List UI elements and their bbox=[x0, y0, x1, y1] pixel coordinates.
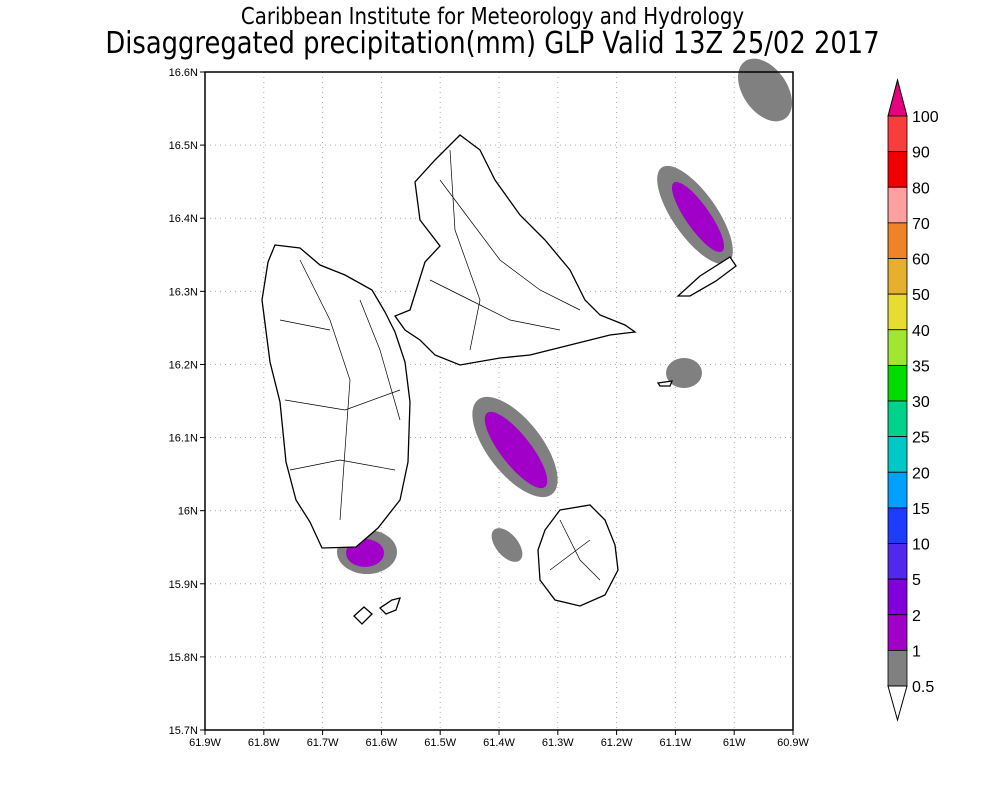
chart-title-line1: Caribbean Institute for Meteorology and … bbox=[240, 4, 745, 30]
colorbar-swatch bbox=[887, 293, 908, 331]
colorbar-label: 0.5 bbox=[912, 679, 934, 696]
colorbar-swatch bbox=[887, 400, 908, 438]
colorbar-label: 10 bbox=[912, 537, 930, 554]
colorbar-label: 20 bbox=[912, 465, 930, 482]
chart-title-line2: Disaggregated precipitation(mm) GLP Vali… bbox=[105, 26, 880, 61]
y-axis-ticks: 16.6N 16.5N 16.4N 16.3N 16.2N 16.1N 16N 15.9N 15… bbox=[169, 67, 205, 737]
precip-area-gray bbox=[666, 358, 702, 388]
basse-terre-island bbox=[261, 244, 411, 549]
precip-area-purple bbox=[671, 181, 725, 253]
les-saintes-island bbox=[378, 597, 401, 615]
y-tick-label: 15.9N bbox=[169, 579, 198, 591]
colorbar-label: 2 bbox=[912, 608, 921, 625]
precip-area-purple bbox=[484, 411, 548, 489]
colorbar-swatch bbox=[887, 364, 908, 402]
colorbar-under-triangle bbox=[887, 685, 908, 722]
colorbar-swatch bbox=[887, 115, 908, 153]
petite-terre-island bbox=[656, 380, 674, 387]
y-tick-label: 15.8N bbox=[169, 652, 198, 664]
colorbar-over-triangle bbox=[887, 78, 908, 117]
precip-area-gray bbox=[738, 58, 792, 122]
x-tick-label: 61.8W bbox=[248, 737, 280, 749]
precip-area-gray bbox=[491, 528, 523, 562]
la-desirade-island bbox=[676, 256, 737, 297]
colorbar-swatch bbox=[887, 507, 908, 544]
x-tick-label: 61.6W bbox=[366, 737, 398, 749]
colorbar-swatch bbox=[887, 471, 908, 509]
y-tick-label: 16.6N bbox=[169, 67, 198, 79]
y-tick-label: 15.7N bbox=[169, 725, 198, 737]
colorbar-label: 60 bbox=[912, 252, 930, 269]
x-tick-label: 61.1W bbox=[660, 737, 692, 749]
x-tick-label: 60.9W bbox=[777, 737, 809, 749]
colorbar-label: 70 bbox=[912, 216, 930, 233]
colorbar-swatch bbox=[887, 543, 908, 580]
colorbar-swatch bbox=[887, 329, 908, 366]
colorbar-label: 80 bbox=[912, 180, 930, 197]
colorbar-label: 40 bbox=[912, 323, 930, 340]
colorbar: 100 90 80 70 60 50 40 35 30 25 20 15 10 5 2 1 0.5 bbox=[887, 78, 939, 722]
x-tick-label: 61.9W bbox=[189, 737, 221, 749]
colorbar-swatch bbox=[887, 578, 908, 616]
y-tick-label: 16.5N bbox=[169, 140, 198, 152]
x-tick-label: 61.5W bbox=[424, 737, 456, 749]
x-tick-label: 61.4W bbox=[483, 737, 515, 749]
colorbar-swatch bbox=[887, 436, 908, 473]
y-tick-label: 16.4N bbox=[169, 213, 198, 225]
colorbar-swatch bbox=[887, 151, 908, 188]
colorbar-label: 30 bbox=[912, 394, 930, 411]
x-tick-label: 61W bbox=[723, 737, 746, 749]
colorbar-swatch bbox=[887, 186, 908, 224]
colorbar-swatch bbox=[887, 258, 908, 295]
coastlines bbox=[261, 134, 737, 625]
colorbar-label: 90 bbox=[912, 145, 930, 162]
colorbar-swatch bbox=[887, 614, 908, 651]
x-tick-label: 61.3W bbox=[542, 737, 574, 749]
x-tick-label: 61.2W bbox=[601, 737, 633, 749]
colorbar-swatch bbox=[887, 649, 908, 687]
y-tick-label: 16.1N bbox=[169, 433, 198, 445]
x-tick-label: 61.7W bbox=[307, 737, 339, 749]
x-axis-ticks: 61.9W 61.8W 61.7W 61.6W 61.5W 61.4W 61.3W 61.2W… bbox=[189, 730, 810, 749]
river-network bbox=[279, 149, 601, 581]
colorbar-swatch bbox=[887, 222, 908, 259]
precip-fields bbox=[337, 58, 792, 574]
grande-terre-island bbox=[393, 134, 637, 366]
colorbar-label: 1 bbox=[912, 643, 921, 660]
colorbar-label: 15 bbox=[912, 501, 930, 518]
colorbar-label: 25 bbox=[912, 430, 930, 447]
les-saintes-island bbox=[353, 606, 373, 625]
colorbar-label: 35 bbox=[912, 358, 930, 375]
y-tick-label: 16.2N bbox=[169, 359, 198, 371]
y-tick-label: 16N bbox=[178, 506, 198, 518]
colorbar-label: 5 bbox=[912, 572, 921, 589]
y-tick-label: 16.3N bbox=[169, 286, 198, 298]
colorbar-label: 100 bbox=[912, 109, 939, 126]
colorbar-label: 50 bbox=[912, 287, 930, 304]
